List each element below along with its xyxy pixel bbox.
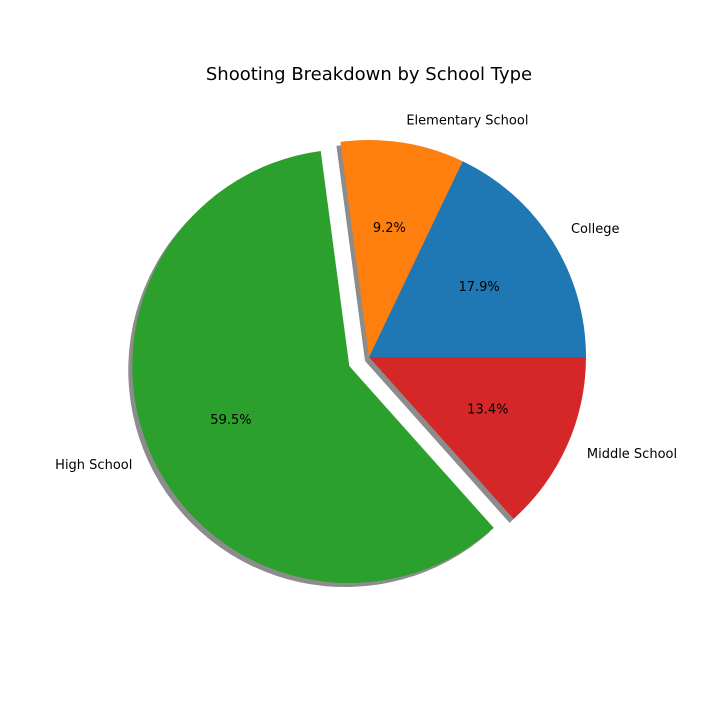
slice-label-high-school: High School xyxy=(55,458,132,473)
pie-slices xyxy=(132,139,586,584)
pie-labels: 17.9% College 9.2% Elementary School 59.5% Hi… xyxy=(55,114,677,473)
slice-label-elementary-school: Elementary School xyxy=(406,114,528,129)
slice-college xyxy=(369,161,586,357)
slice-elementary-school xyxy=(340,139,463,357)
slice-label-college: College xyxy=(571,222,620,237)
slice-middle-school xyxy=(369,357,586,519)
pct-label-high-school: 59.5% xyxy=(210,413,251,428)
chart-title: Shooting Breakdown by School Type xyxy=(206,64,532,85)
pct-label-college: 17.9% xyxy=(458,280,499,295)
pct-label-elementary-school: 9.2% xyxy=(373,221,406,236)
slice-label-middle-school: Middle School xyxy=(587,447,677,462)
pct-label-middle-school: 13.4% xyxy=(467,403,508,418)
slice-high-school xyxy=(132,150,494,584)
